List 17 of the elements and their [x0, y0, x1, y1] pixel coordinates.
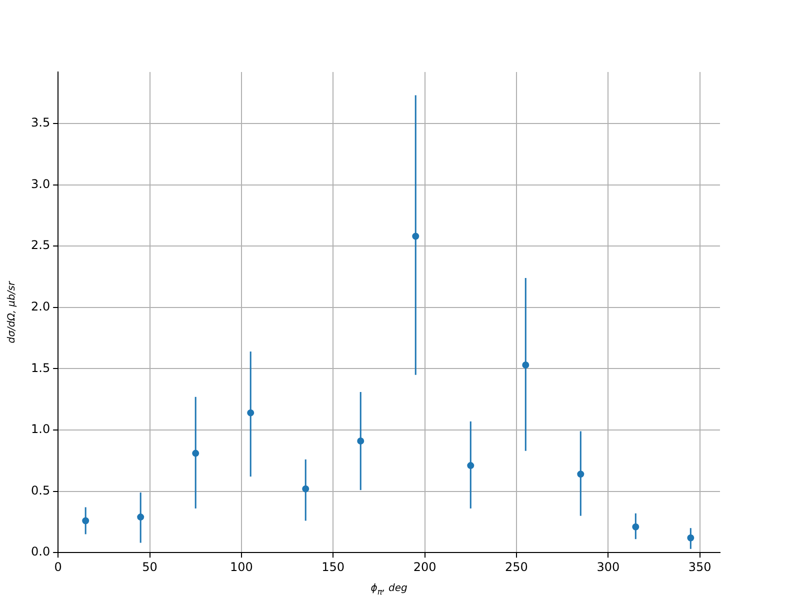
- x-tick-label: 350: [688, 560, 712, 574]
- y-tick-label: 3.0: [30, 176, 50, 191]
- y-tick-label: 0.5: [30, 483, 50, 498]
- y-axis-title: dσ/dΩ, μb/sr: [6, 280, 18, 344]
- y-tick-label: 1.0: [30, 422, 50, 436]
- x-tick-label: 250: [505, 560, 528, 574]
- y-tick-label: 2.0: [30, 300, 50, 314]
- x-tick-label: 200: [413, 560, 436, 574]
- y-tick-label: 3.5: [30, 116, 50, 130]
- x-tick-label: 0: [54, 560, 62, 574]
- x-tick-label: 100: [230, 560, 253, 574]
- x-tick-label: 50: [142, 560, 158, 574]
- x-tick-label: 300: [596, 560, 620, 574]
- y-tick-label: 0.0: [30, 544, 50, 559]
- y-tick-label: 2.5: [30, 238, 50, 252]
- y-tick-label: 1.5: [30, 360, 50, 375]
- x-tick-label: 150: [322, 560, 345, 574]
